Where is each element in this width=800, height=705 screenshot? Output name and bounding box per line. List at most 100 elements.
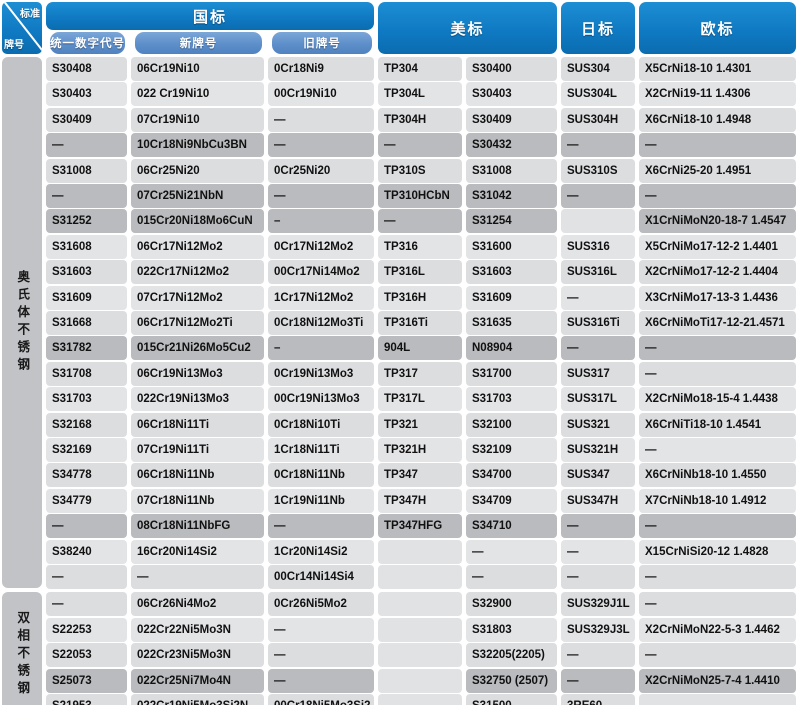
- standard-grade-corner: 标准牌号: [2, 2, 42, 54]
- table-cell: TP347H: [378, 488, 462, 513]
- table-cell: 015Cr21Ni26Mo5Cu2: [131, 336, 264, 361]
- group-austenitic-stainless-steel: 奥氏体不锈钢: [2, 57, 42, 589]
- table-cell: [378, 617, 462, 642]
- table-cell: —: [268, 514, 374, 539]
- table-cell: S31803: [466, 617, 557, 642]
- header-group-2: 日标: [561, 2, 635, 54]
- table-cell: X6CrNiMoTi17-12-21.4571: [639, 311, 796, 335]
- table-cell: —: [561, 565, 635, 589]
- table-cell: 022Cr19Ni5Mo3Si2N: [131, 694, 264, 705]
- table-cell: —: [268, 668, 374, 693]
- table-cell: S31708: [46, 361, 127, 386]
- table-cell: SUS316L: [561, 260, 635, 285]
- table-cell: —: [561, 285, 635, 310]
- table-cell: —: [561, 539, 635, 564]
- table-cell: 00Cr18Ni5Mo3Si2: [268, 694, 374, 705]
- table-cell: [639, 694, 796, 705]
- header-subgroup-0: 统一数字代号: [50, 32, 125, 54]
- table-cell: 00Cr19Ni10: [268, 82, 374, 107]
- table-cell: S31600: [466, 234, 557, 259]
- table-cell: 00Cr17Ni14Mo2: [268, 260, 374, 285]
- table-cell: 1Cr17Ni12Mo2: [268, 285, 374, 310]
- table-cell: S34779: [46, 488, 127, 513]
- table-cell: X6CrNiTi18-10 1.4541: [639, 412, 796, 437]
- table-cell: [378, 643, 462, 668]
- table-cell: —: [46, 184, 127, 208]
- table-cell: 0Cr18Ni9: [268, 57, 374, 81]
- table-cell: S31008: [466, 158, 557, 183]
- table-cell: SUS304L: [561, 82, 635, 107]
- table-cell: [378, 539, 462, 564]
- table-cell: 06Cr17Ni12Mo2Ti: [131, 311, 264, 335]
- table-cell: [378, 592, 462, 617]
- table-cell: SUS317L: [561, 387, 635, 412]
- table-cell: —: [561, 133, 635, 158]
- table-cell: SUS316Ti: [561, 311, 635, 335]
- table-cell: —: [46, 565, 127, 589]
- table-cell: X15CrNiSi20-12 1.4828: [639, 539, 796, 564]
- table-cell: S32100: [466, 412, 557, 437]
- table-cell: S31254: [466, 209, 557, 234]
- table-cell: 022 Cr19Ni10: [131, 82, 264, 107]
- corner-standard-label: 标准: [20, 9, 40, 20]
- table-cell: S31635: [466, 311, 557, 335]
- table-cell: 0Cr18Ni11Nb: [268, 463, 374, 488]
- table-cell: SUS310S: [561, 158, 635, 183]
- table-cell: 0Cr18Ni10Ti: [268, 412, 374, 437]
- corner-grade-label: 牌号: [4, 40, 24, 51]
- table-cell: X2CrNiMo17-12-2 1.4404: [639, 260, 796, 285]
- table-cell: [561, 209, 635, 234]
- table-cell: —: [639, 565, 796, 589]
- table-cell: —: [561, 514, 635, 539]
- header-subgroup-2: 旧牌号: [272, 32, 372, 54]
- table-cell: X6CrNi18-10 1.4948: [639, 107, 796, 132]
- table-cell: 0Cr18Ni12Mo3Ti: [268, 311, 374, 335]
- table-cell: TP316H: [378, 285, 462, 310]
- table-cell: S31700: [466, 361, 557, 386]
- table-cell: S34709: [466, 488, 557, 513]
- table-cell: TP304H: [378, 107, 462, 132]
- table-cell: —: [639, 514, 796, 539]
- table-cell: 00Cr19Ni13Mo3: [268, 387, 374, 412]
- table-cell: [378, 694, 462, 705]
- table-cell: 07Cr17Ni12Mo2: [131, 285, 264, 310]
- table-cell: S31603: [46, 260, 127, 285]
- table-cell: TP316L: [378, 260, 462, 285]
- table-cell: TP347: [378, 463, 462, 488]
- table-cell: 904L: [378, 336, 462, 361]
- table-cell: S22053: [46, 643, 127, 668]
- table-cell: S21953: [46, 694, 127, 705]
- table-cell: 3RE60: [561, 694, 635, 705]
- table-cell: —: [639, 184, 796, 208]
- table-cell: 07Cr18Ni11Nb: [131, 488, 264, 513]
- table-cell: S32168: [46, 412, 127, 437]
- table-cell: SUS347: [561, 463, 635, 488]
- table-cell: X5CrNiMo17-12-2 1.4401: [639, 234, 796, 259]
- header-subgroup-1: 新牌号: [135, 32, 262, 54]
- table-cell: SUS321H: [561, 438, 635, 462]
- table-cell: TP304L: [378, 82, 462, 107]
- table-cell: S31703: [46, 387, 127, 412]
- table-cell: S30403: [466, 82, 557, 107]
- table-cell: 06Cr18Ni11Nb: [131, 463, 264, 488]
- table-cell: TP304: [378, 57, 462, 81]
- table-cell: 07Cr19Ni11Ti: [131, 438, 264, 462]
- header-group-0: 国标: [46, 2, 374, 30]
- table-cell: —: [466, 565, 557, 589]
- table-cell: S32205(2205): [466, 643, 557, 668]
- table-cell: 0Cr17Ni12Mo2: [268, 234, 374, 259]
- table-cell: —: [46, 592, 127, 617]
- table-cell: S34700: [466, 463, 557, 488]
- table-cell: S31668: [46, 311, 127, 335]
- table-cell: —: [639, 438, 796, 462]
- table-cell: —: [561, 643, 635, 668]
- table-cell: S31608: [46, 234, 127, 259]
- table-cell: 06Cr26Ni4Mo2: [131, 592, 264, 617]
- table-cell: 022Cr17Ni12Mo2: [131, 260, 264, 285]
- table-cell: 0Cr19Ni13Mo3: [268, 361, 374, 386]
- table-cell: 1Cr19Ni11Nb: [268, 488, 374, 513]
- table-cell: S30409: [46, 107, 127, 132]
- table-cell: 07Cr25Ni21NbN: [131, 184, 264, 208]
- table-cell: —: [466, 539, 557, 564]
